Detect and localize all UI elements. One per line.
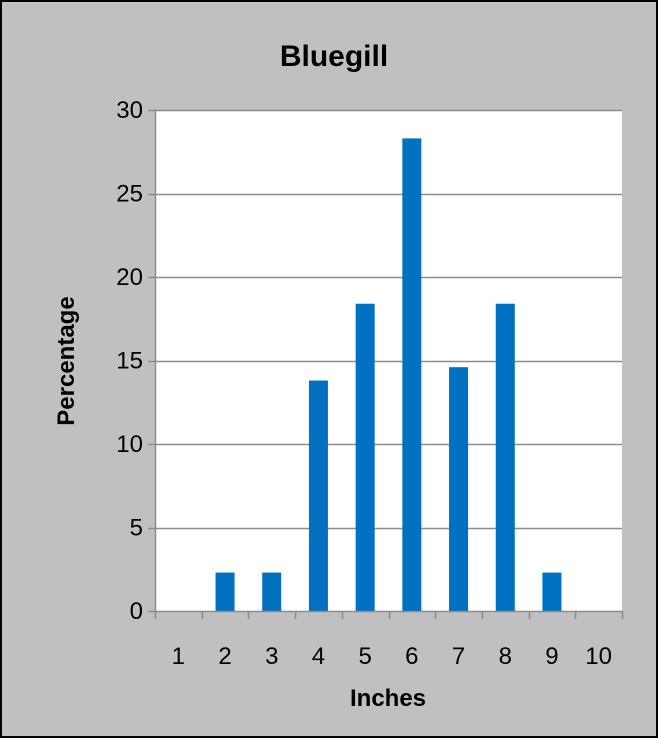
x-tick-labels: 1 2 3 4 5 6 7 8 9 10 xyxy=(172,643,612,670)
bars xyxy=(215,138,562,611)
x-tick-label: 10 xyxy=(585,643,612,670)
x-tick-label: 7 xyxy=(452,643,465,670)
bar-5 xyxy=(355,303,375,611)
bar-7 xyxy=(449,367,469,611)
bar-8 xyxy=(495,303,515,611)
plot-area xyxy=(155,110,622,611)
x-tick-label: 2 xyxy=(218,643,231,670)
y-tick-label: 25 xyxy=(116,181,143,208)
y-tick-label: 15 xyxy=(116,348,143,375)
y-tick-label: 30 xyxy=(116,97,143,124)
bar-6 xyxy=(402,138,422,611)
axes xyxy=(148,109,624,619)
y-tick-labels: 0 5 10 15 20 25 30 xyxy=(116,97,143,625)
x-tick-label: 5 xyxy=(358,643,371,670)
bar-4 xyxy=(308,380,328,611)
y-tick-label: 10 xyxy=(116,431,143,458)
x-tick-label: 6 xyxy=(405,643,418,670)
bar-2 xyxy=(215,572,235,611)
x-tick-label: 8 xyxy=(499,643,512,670)
bar-9 xyxy=(542,572,562,611)
x-tick-label: 1 xyxy=(172,643,185,670)
x-tick-label: 4 xyxy=(312,643,325,670)
chart-title: Bluegill xyxy=(280,40,388,73)
y-tick-label: 5 xyxy=(130,515,143,542)
x-tick-label: 3 xyxy=(265,643,278,670)
y-tick-label: 20 xyxy=(116,264,143,291)
x-axis-title: Inches xyxy=(350,685,426,712)
bar-3 xyxy=(262,572,282,611)
y-tick-label: 0 xyxy=(130,598,143,625)
y-axis-title: Percentage xyxy=(53,296,80,425)
gridlines xyxy=(155,109,622,530)
x-tick-label: 9 xyxy=(545,643,558,670)
